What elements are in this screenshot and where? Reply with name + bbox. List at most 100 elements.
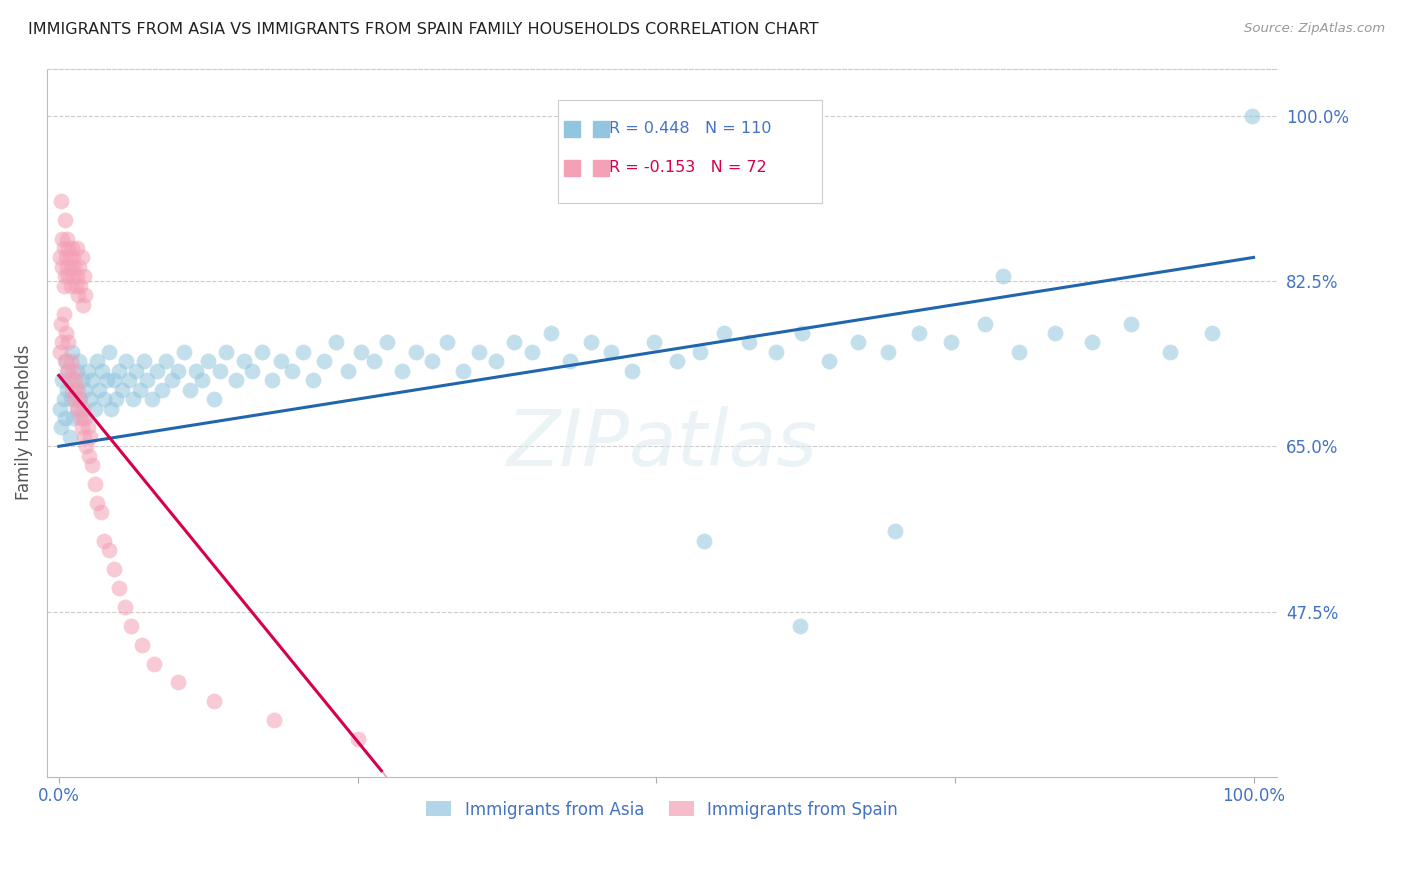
Point xyxy=(70,251,93,265)
Point xyxy=(120,619,142,633)
Point xyxy=(75,411,97,425)
Point xyxy=(350,344,373,359)
Point xyxy=(1119,317,1142,331)
Point xyxy=(136,373,159,387)
Point xyxy=(107,364,129,378)
Point xyxy=(52,307,75,321)
Point xyxy=(53,354,76,368)
Point xyxy=(877,344,900,359)
Point xyxy=(713,326,735,340)
Point xyxy=(560,354,582,368)
Point xyxy=(67,392,90,406)
Text: Source: ZipAtlas.com: Source: ZipAtlas.com xyxy=(1244,22,1385,36)
Point xyxy=(363,354,385,368)
Point xyxy=(51,260,73,274)
Point xyxy=(789,619,811,633)
Point xyxy=(62,269,84,284)
Point xyxy=(63,392,86,406)
Point xyxy=(1008,344,1031,359)
Point xyxy=(66,401,89,416)
Point xyxy=(336,364,359,378)
Point xyxy=(186,364,208,378)
Point xyxy=(132,354,155,368)
Point xyxy=(150,383,173,397)
Point xyxy=(53,212,76,227)
Point xyxy=(59,260,82,274)
Point xyxy=(215,344,238,359)
Point xyxy=(790,326,813,340)
Point xyxy=(346,732,368,747)
Point xyxy=(846,335,869,350)
Point xyxy=(75,288,97,302)
Point xyxy=(579,335,602,350)
Point xyxy=(191,373,214,387)
Text: IMMIGRANTS FROM ASIA VS IMMIGRANTS FROM SPAIN FAMILY HOUSEHOLDS CORRELATION CHAR: IMMIGRANTS FROM ASIA VS IMMIGRANTS FROM … xyxy=(28,22,818,37)
Point xyxy=(75,383,97,397)
Point xyxy=(63,373,86,387)
Point xyxy=(51,373,73,387)
Point xyxy=(82,458,104,473)
Point xyxy=(66,364,89,378)
Point xyxy=(270,354,292,368)
Point xyxy=(86,496,108,510)
Point xyxy=(242,364,264,378)
Point xyxy=(173,344,195,359)
Point xyxy=(325,335,347,350)
Point xyxy=(49,251,72,265)
Point xyxy=(66,288,89,302)
Text: R = -0.153   N = 72: R = -0.153 N = 72 xyxy=(609,161,768,175)
Point xyxy=(49,344,72,359)
Point xyxy=(58,269,80,284)
Point xyxy=(76,420,98,434)
Text: R = 0.448   N = 110: R = 0.448 N = 110 xyxy=(609,121,772,136)
Point xyxy=(62,364,84,378)
Point xyxy=(179,383,201,397)
Point xyxy=(291,344,314,359)
Point xyxy=(167,364,190,378)
Point xyxy=(312,354,335,368)
Point xyxy=(1045,326,1067,340)
Point xyxy=(1081,335,1104,350)
Point xyxy=(98,344,121,359)
Point xyxy=(69,392,91,406)
Point xyxy=(263,713,285,727)
Point xyxy=(55,251,77,265)
Point xyxy=(141,392,163,406)
Point xyxy=(66,383,89,397)
Point xyxy=(58,373,80,387)
Point xyxy=(118,373,141,387)
Point xyxy=(76,364,98,378)
Point xyxy=(405,344,427,359)
Point xyxy=(162,373,184,387)
Point xyxy=(420,354,443,368)
Point xyxy=(665,354,688,368)
Point xyxy=(65,373,87,387)
Point xyxy=(66,401,89,416)
Point xyxy=(250,344,273,359)
Point xyxy=(51,317,73,331)
Point xyxy=(503,335,526,350)
Point xyxy=(66,241,89,255)
Point xyxy=(65,278,87,293)
Point xyxy=(51,335,73,350)
Point xyxy=(225,373,247,387)
Point xyxy=(93,392,115,406)
Point xyxy=(59,278,82,293)
Point xyxy=(260,373,283,387)
Point xyxy=(72,411,94,425)
Point xyxy=(103,562,125,576)
Point xyxy=(377,335,399,350)
Point xyxy=(89,383,111,397)
Point xyxy=(973,317,995,331)
Point xyxy=(114,354,136,368)
Point xyxy=(93,533,115,548)
Point xyxy=(131,638,153,652)
Point xyxy=(60,383,83,397)
Point xyxy=(103,373,125,387)
Y-axis label: Family Households: Family Households xyxy=(15,345,32,500)
Point xyxy=(114,599,136,614)
Point xyxy=(105,392,128,406)
Point xyxy=(1159,344,1181,359)
Point xyxy=(143,657,166,671)
Point xyxy=(129,383,152,397)
